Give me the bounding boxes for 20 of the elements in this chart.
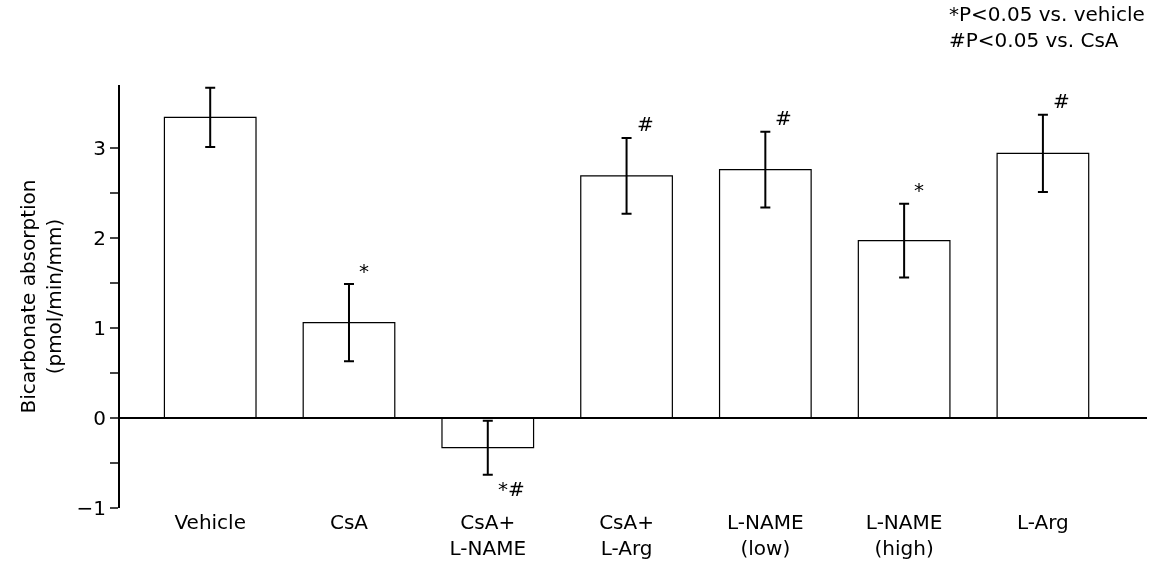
y-axis-title: Bicarbonate absorption (pmol/min/mm) (15, 179, 66, 414)
x-tick-label: L-NAME (high) (865, 510, 943, 560)
annotation: * (914, 178, 924, 202)
annotation: * (359, 259, 369, 283)
x-tick-label: L-Arg (1017, 510, 1069, 534)
x-tick-label: L-NAME (low) (727, 510, 804, 560)
x-tick-label: CsA (329, 510, 369, 534)
y-tick-label: 0 (93, 406, 106, 430)
annotation: # (1053, 89, 1070, 113)
y-tick-label: 2 (93, 226, 106, 250)
annotation: *# (498, 477, 525, 501)
text: *P<0.05 vs. vehicle #P<0.05 vs. CsA (949, 2, 1145, 52)
annotation: # (775, 106, 792, 130)
y-tick-label: 1 (93, 316, 106, 340)
x-tick-label: CsA+ L-NAME (449, 510, 527, 560)
annotation: # (637, 112, 654, 136)
y-tick-label: −1 (76, 496, 106, 520)
x-tick-label: CsA+ L-Arg (599, 510, 654, 560)
x-tick-label: Vehicle (174, 510, 246, 534)
y-tick-label: 3 (93, 136, 106, 160)
